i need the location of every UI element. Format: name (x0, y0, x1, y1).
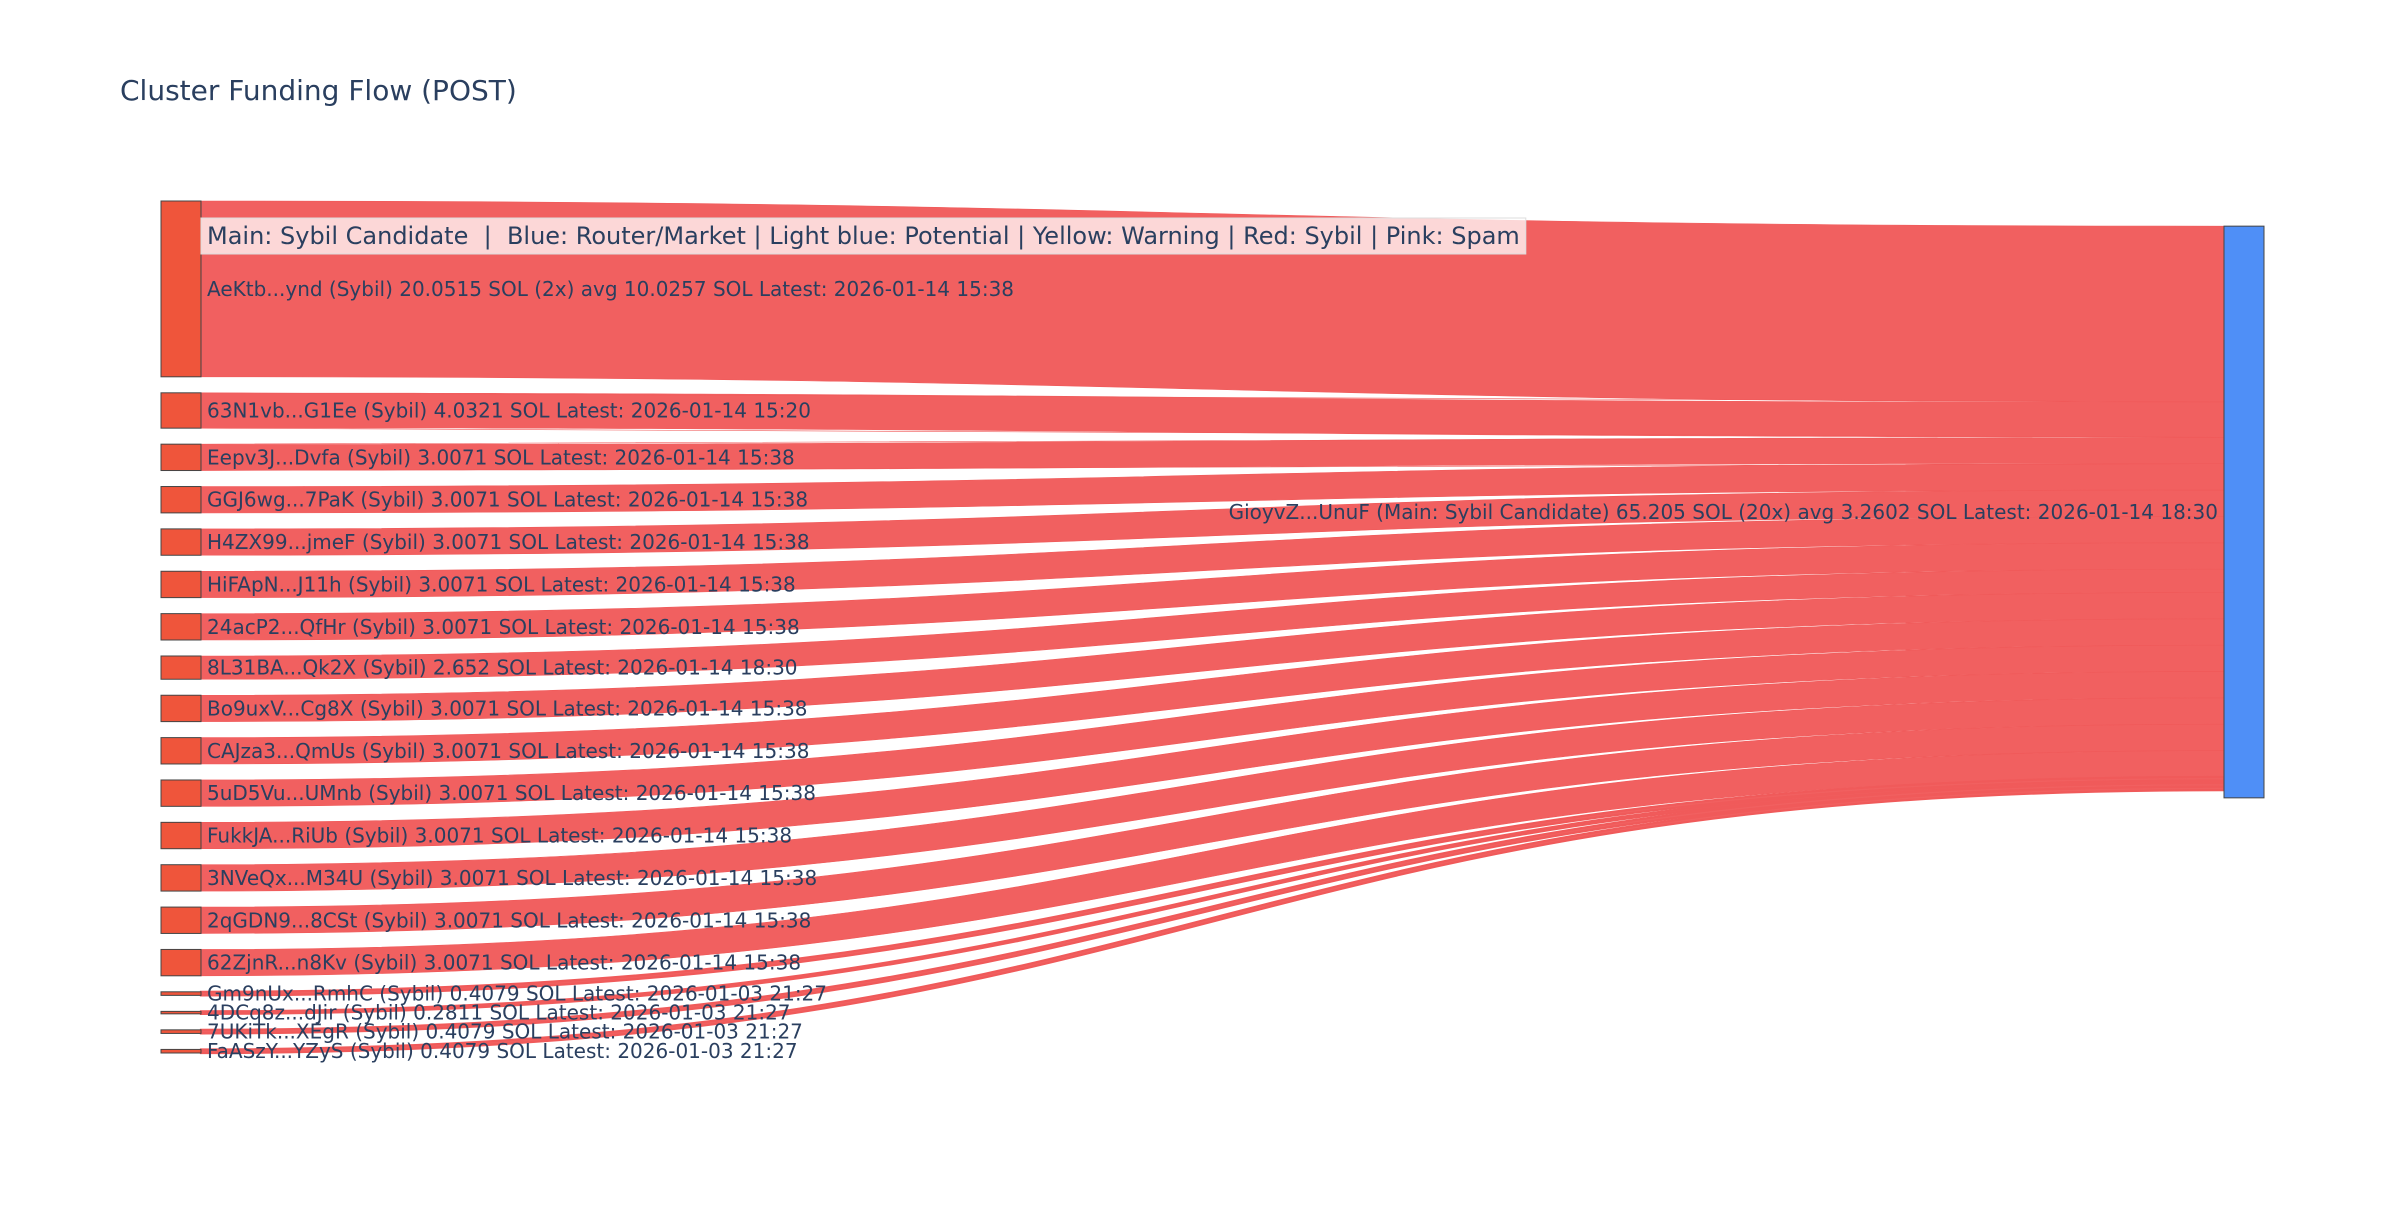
source-node-label: 62ZjnR...n8Kv (Sybil) 3.0071 SOL Latest:… (207, 951, 801, 975)
legend-text: Main: Sybil Candidate | Blue: Router/Mar… (207, 222, 1520, 250)
source-node-label: 4DCq8z...dJir (Sybil) 0.2811 SOL Latest:… (207, 1001, 791, 1025)
links-layer (199, 200, 2226, 1055)
source-node-label: H4ZX99...jmeF (Sybil) 3.0071 SOL Latest:… (207, 530, 810, 554)
legend-box (200, 217, 1527, 255)
source-node[interactable] (160, 864, 202, 892)
source-node[interactable] (160, 655, 202, 680)
source-node[interactable] (160, 200, 202, 378)
source-node-label: 3NVeQx...M34U (Sybil) 3.0071 SOL Latest:… (207, 866, 817, 890)
source-node[interactable] (160, 486, 202, 514)
source-node-label: Gm9nUx...RmhC (Sybil) 0.4079 SOL Latest:… (207, 982, 827, 1006)
source-node[interactable] (160, 1029, 202, 1034)
source-node-label: HiFApN...J11h (Sybil) 3.0071 SOL Latest:… (207, 572, 796, 596)
source-node-label: 5uD5Vu...UMnb (Sybil) 3.0071 SOL Latest:… (207, 781, 816, 805)
target-node[interactable] (2223, 225, 2265, 799)
source-node[interactable] (160, 948, 202, 977)
source-node[interactable] (160, 906, 202, 934)
source-node-label: CAJza3...QmUs (Sybil) 3.0071 SOL Latest:… (207, 739, 809, 763)
source-node[interactable] (160, 737, 202, 765)
source-node[interactable] (160, 1048, 202, 1054)
source-node-label: 8L31BA...Qk2X (Sybil) 2.652 SOL Latest: … (207, 656, 798, 680)
source-node-label: 24acP2...QfHr (Sybil) 3.0071 SOL Latest:… (207, 615, 800, 639)
source-node-label: 2qGDN9...8CSt (Sybil) 3.0071 SOL Latest:… (207, 908, 811, 932)
source-node[interactable] (160, 392, 202, 429)
source-node[interactable] (160, 1010, 202, 1015)
source-node-label: 63N1vb...G1Ee (Sybil) 4.0321 SOL Latest:… (207, 398, 811, 422)
source-node-label: 7UKiTk...XEgR (Sybil) 0.4079 SOL Latest:… (207, 1020, 803, 1044)
source-node[interactable] (160, 821, 202, 850)
nodes-layer (160, 200, 2265, 1054)
source-node[interactable] (160, 779, 202, 807)
source-node[interactable] (160, 991, 202, 996)
source-node-label: GGJ6wg...7PaK (Sybil) 3.0071 SOL Latest:… (207, 488, 808, 512)
chart-title: Cluster Funding Flow (POST) (120, 74, 517, 107)
source-node-label: Eepv3J...Dvfa (Sybil) 3.0071 SOL Latest:… (207, 445, 795, 469)
source-node[interactable] (160, 613, 202, 641)
source-node-label: AeKtb...ynd (Sybil) 20.0515 SOL (2x) avg… (207, 277, 1014, 301)
source-node-label: FukkJA...RiUb (Sybil) 3.0071 SOL Latest:… (207, 824, 792, 848)
source-node-label: Bo9uxV...Cg8X (Sybil) 3.0071 SOL Latest:… (207, 696, 808, 720)
source-node[interactable] (160, 528, 202, 556)
labels-layer: AeKtb...ynd (Sybil) 20.0515 SOL (2x) avg… (207, 277, 2218, 1063)
legend: Main: Sybil Candidate | Blue: Router/Mar… (200, 217, 1527, 255)
target-node-label: GioyvZ...UnuF (Main: Sybil Candidate) 65… (1229, 500, 2218, 524)
source-node[interactable] (160, 570, 202, 599)
source-node-label: FaASzY...YZyS (Sybil) 0.4079 SOL Latest:… (207, 1039, 798, 1063)
source-node[interactable] (160, 694, 202, 723)
source-node[interactable] (160, 443, 202, 472)
